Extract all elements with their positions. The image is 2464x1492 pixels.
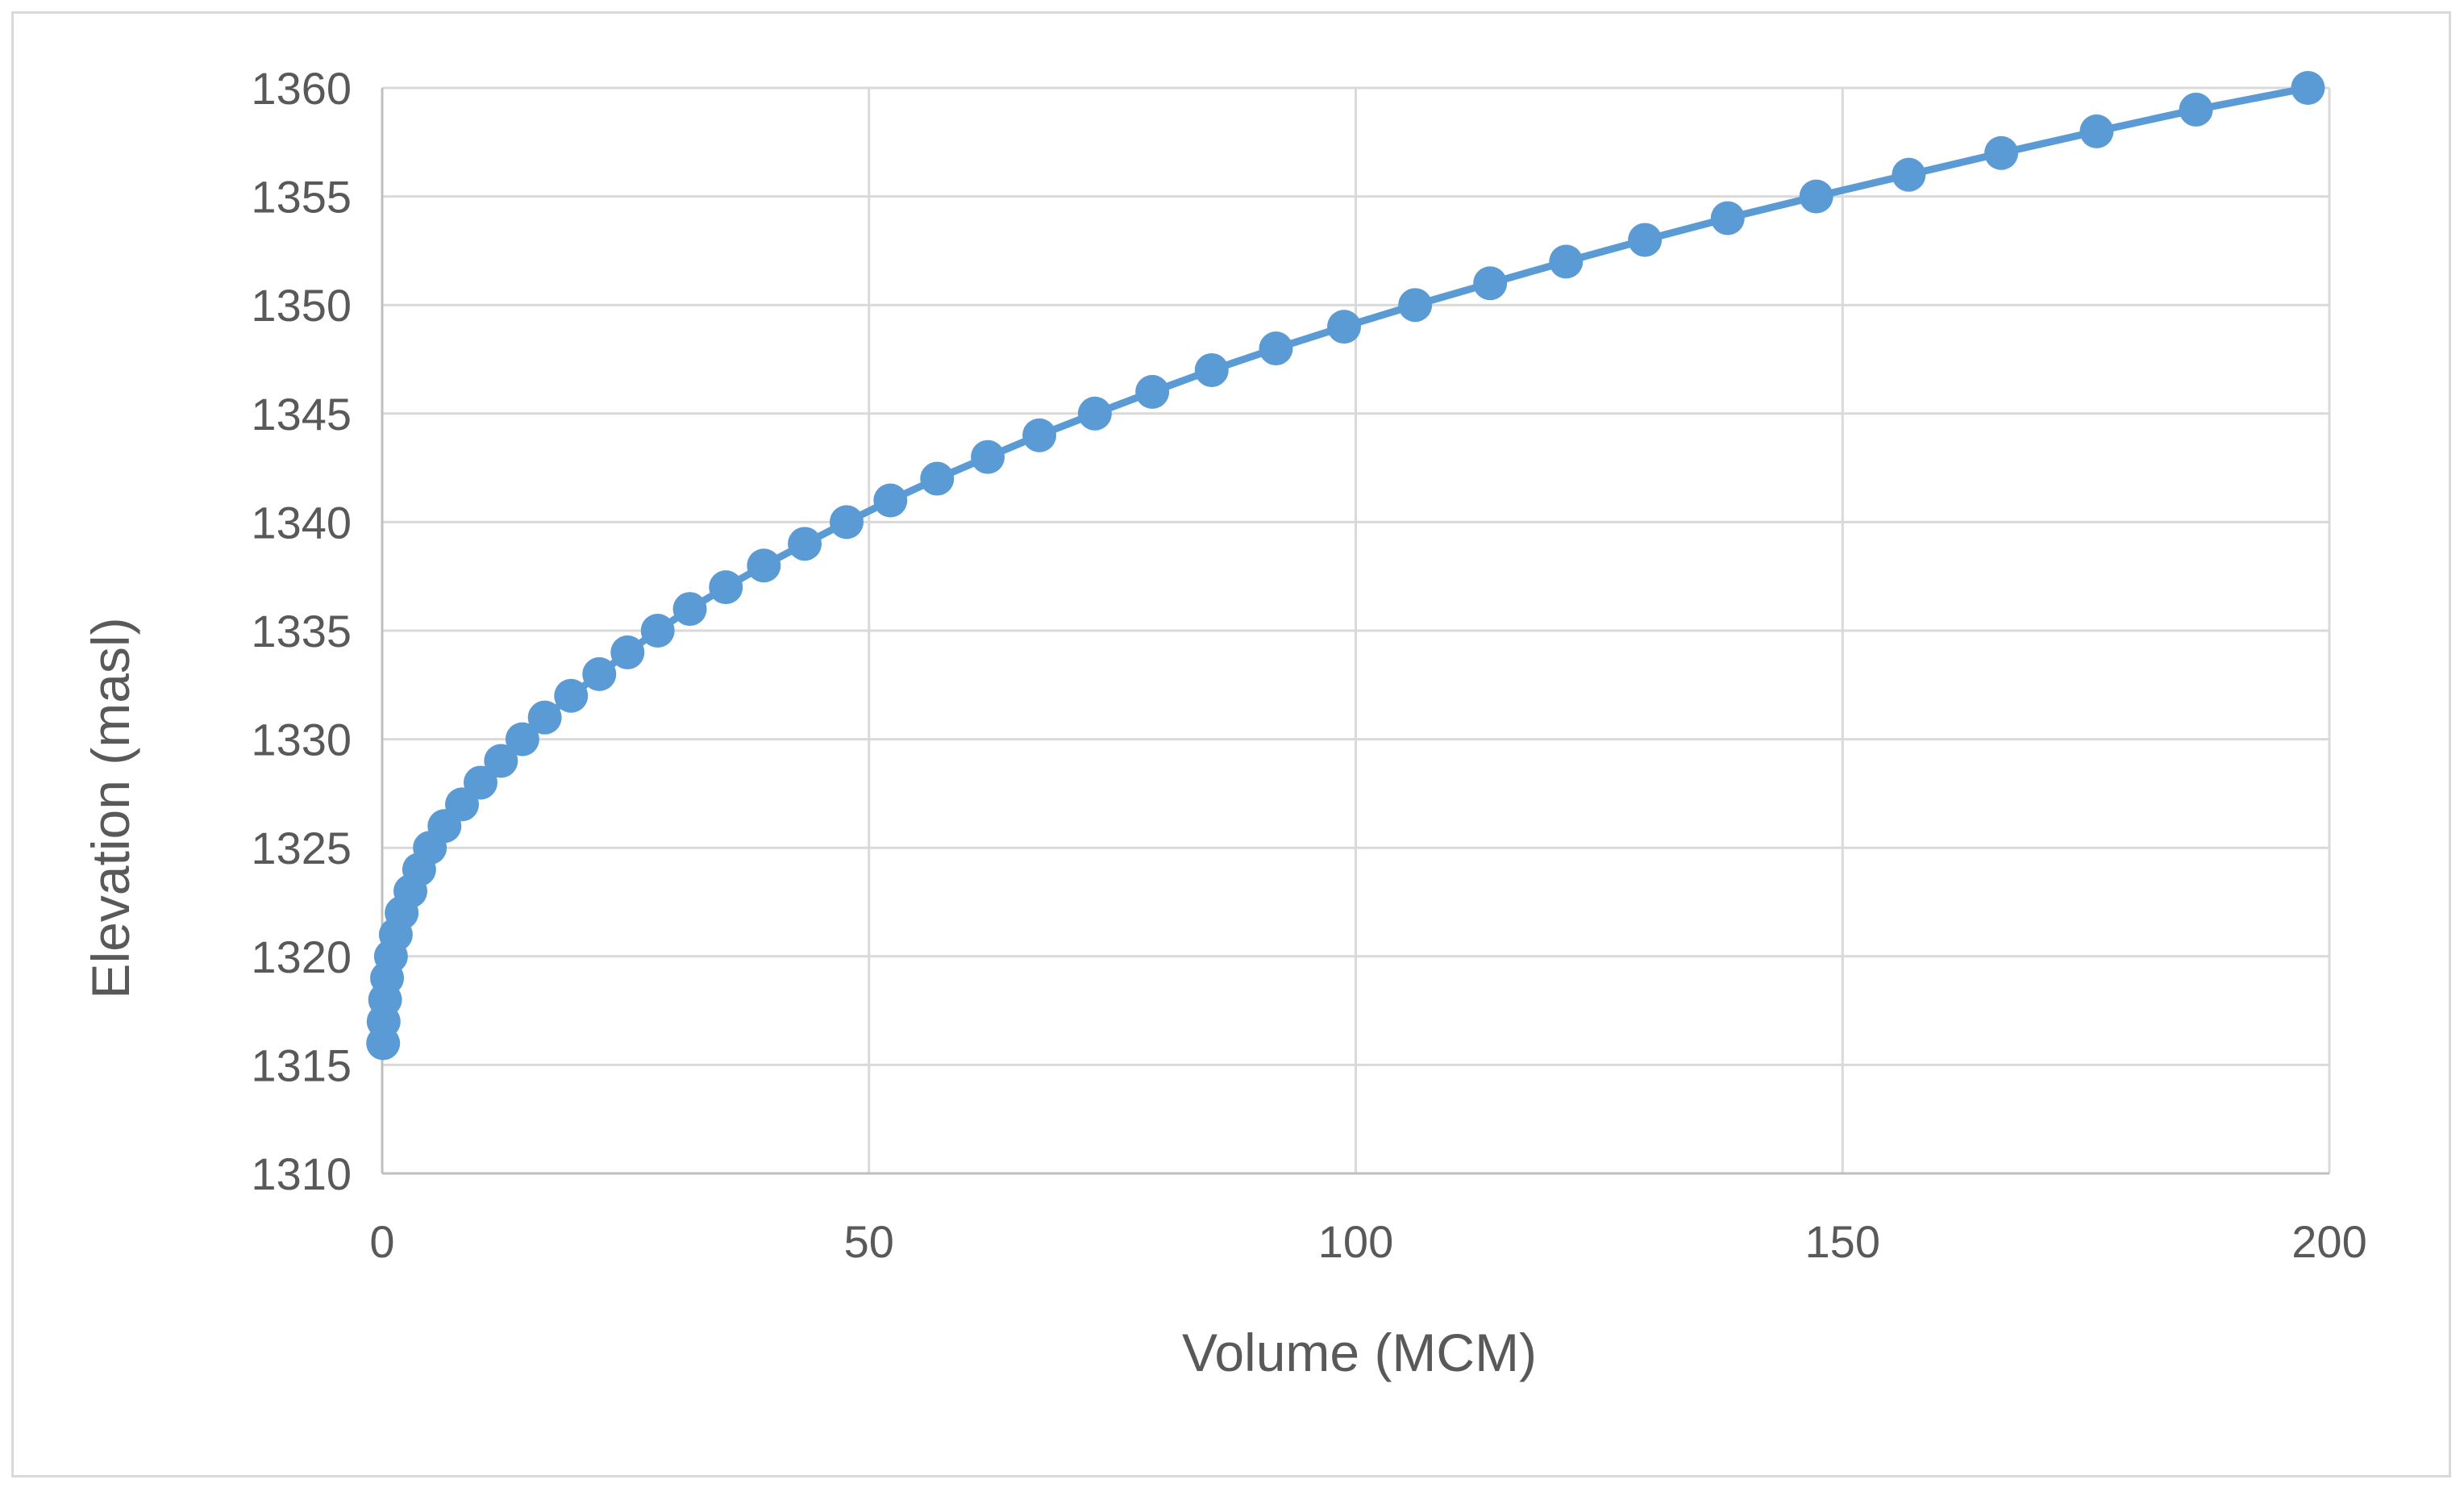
y-tick-label: 1315 [251, 1040, 352, 1090]
data-point [554, 678, 589, 713]
data-point [1984, 135, 2019, 170]
y-tick-label: 1320 [251, 931, 352, 982]
data-point [1327, 310, 1362, 344]
y-tick-label: 1335 [251, 606, 352, 656]
data-point [1194, 352, 1229, 387]
data-point [971, 440, 1005, 474]
data-point [1077, 396, 1112, 431]
y-tick-label: 1350 [251, 280, 352, 331]
series-line [379, 84, 2309, 1044]
data-point [920, 461, 955, 496]
data-point [788, 527, 822, 561]
y-tick-label: 1325 [251, 823, 352, 873]
data-point [1799, 179, 1833, 214]
y-axis-title: Elevation (masl) [81, 617, 140, 998]
y-tick-label: 1355 [251, 172, 352, 223]
data-point [610, 635, 645, 669]
x-tick-label: 100 [1318, 1216, 1393, 1267]
data-point [1892, 157, 1926, 192]
data-point [1549, 244, 1584, 279]
y-tick-label: 1340 [251, 497, 352, 548]
data-point [2291, 71, 2325, 105]
tick-labels: 1310 1315 1320 1325 1330 1335 1340 1345 1350 1355… [251, 63, 2366, 1267]
y-tick-label: 1345 [251, 389, 352, 440]
gridlines [382, 86, 2331, 1173]
x-tick-label: 200 [2291, 1216, 2366, 1267]
data-point [2179, 92, 2213, 127]
data-point [1022, 418, 1057, 452]
data-point [873, 483, 908, 518]
data-point [1710, 201, 1745, 235]
y-tick-label: 1310 [251, 1148, 352, 1199]
x-tick-label: 0 [369, 1216, 394, 1267]
data-point [1628, 223, 1663, 257]
data-point [1135, 374, 1170, 409]
data-point [640, 614, 675, 648]
chart-frame [11, 11, 2451, 1477]
data-point [527, 700, 562, 735]
data-point [1259, 331, 1293, 366]
series [366, 71, 2325, 1061]
data-point [2079, 114, 2114, 148]
x-tick-label: 150 [1805, 1216, 1880, 1267]
x-axis-title: Volume (MCM) [1182, 1323, 1537, 1382]
data-point [709, 570, 743, 605]
data-point [829, 505, 864, 540]
data-point [672, 592, 707, 627]
data-point [484, 744, 518, 778]
data-point [1473, 266, 1508, 301]
x-tick-label: 50 [844, 1216, 894, 1267]
data-point [582, 656, 617, 691]
data-point [463, 765, 497, 800]
data-point [1398, 288, 1433, 323]
y-tick-label: 1360 [251, 63, 352, 114]
data-point [505, 722, 539, 756]
data-point [747, 548, 781, 583]
y-tick-label: 1330 [251, 715, 352, 765]
